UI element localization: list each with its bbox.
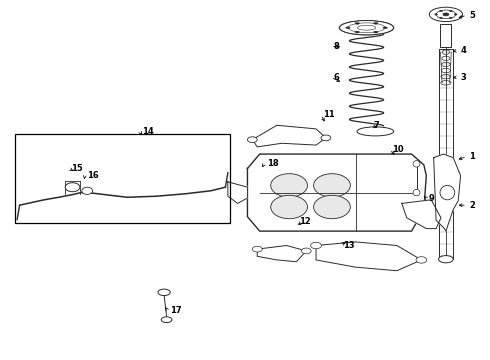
Text: 7: 7: [373, 121, 379, 130]
Ellipse shape: [357, 127, 394, 136]
Polygon shape: [434, 154, 461, 231]
Text: 13: 13: [343, 241, 355, 250]
Polygon shape: [316, 242, 421, 271]
Ellipse shape: [355, 31, 359, 33]
Ellipse shape: [314, 195, 350, 219]
Ellipse shape: [82, 187, 93, 194]
Text: 5: 5: [469, 10, 475, 19]
Ellipse shape: [340, 21, 393, 35]
Ellipse shape: [161, 317, 172, 323]
Polygon shape: [402, 200, 441, 229]
Text: 14: 14: [142, 127, 154, 136]
Text: 11: 11: [323, 110, 335, 119]
Text: 4: 4: [461, 46, 466, 55]
Text: 6: 6: [333, 73, 339, 82]
Bar: [440, 24, 451, 47]
Polygon shape: [257, 246, 306, 262]
Ellipse shape: [252, 246, 262, 252]
Ellipse shape: [454, 14, 457, 15]
Text: 18: 18: [267, 158, 279, 168]
Ellipse shape: [314, 174, 350, 197]
Ellipse shape: [270, 174, 308, 197]
Ellipse shape: [449, 10, 452, 12]
Ellipse shape: [443, 13, 449, 16]
Ellipse shape: [247, 137, 257, 143]
Ellipse shape: [65, 183, 80, 192]
Text: 9: 9: [429, 194, 435, 202]
Ellipse shape: [158, 289, 171, 296]
Ellipse shape: [383, 27, 387, 28]
Ellipse shape: [416, 257, 427, 263]
Ellipse shape: [374, 22, 378, 24]
Ellipse shape: [440, 17, 442, 19]
Ellipse shape: [374, 31, 378, 33]
Ellipse shape: [440, 10, 442, 12]
Ellipse shape: [449, 17, 452, 19]
Text: 10: 10: [392, 145, 404, 154]
Ellipse shape: [435, 14, 438, 15]
Ellipse shape: [413, 189, 420, 196]
Polygon shape: [252, 125, 326, 147]
Text: 12: 12: [299, 217, 311, 226]
Bar: [15, 134, 230, 223]
Polygon shape: [228, 182, 247, 203]
Ellipse shape: [440, 185, 455, 200]
Ellipse shape: [321, 135, 331, 141]
Text: 16: 16: [87, 171, 99, 180]
Ellipse shape: [346, 27, 350, 28]
Polygon shape: [247, 154, 426, 231]
Text: 1: 1: [469, 152, 475, 161]
Ellipse shape: [301, 248, 311, 254]
Text: 8: 8: [333, 42, 339, 51]
Text: 17: 17: [170, 306, 182, 315]
Text: 3: 3: [461, 73, 466, 82]
Ellipse shape: [311, 242, 321, 249]
Text: 15: 15: [71, 164, 83, 173]
Text: 2: 2: [469, 201, 475, 210]
Ellipse shape: [413, 161, 420, 167]
Ellipse shape: [270, 195, 308, 219]
Ellipse shape: [355, 22, 359, 24]
Ellipse shape: [429, 7, 463, 22]
Ellipse shape: [439, 256, 453, 263]
